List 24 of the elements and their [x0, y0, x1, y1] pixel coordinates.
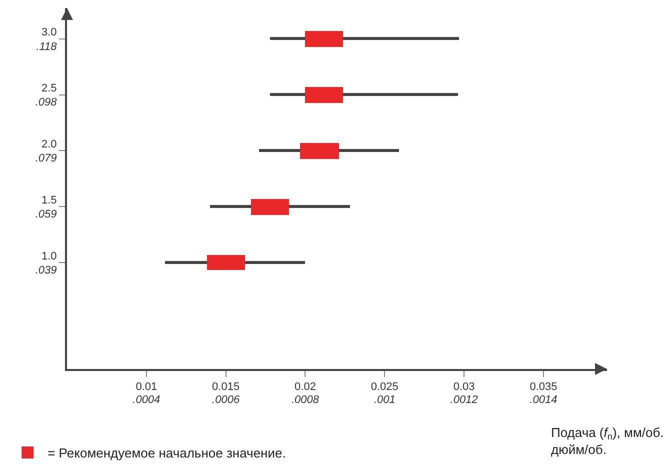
x2-tick-label: .001: [374, 394, 396, 406]
x-tick-label: 0.02: [294, 381, 316, 394]
bar: [305, 87, 343, 103]
x2-tick-label: .0004: [132, 394, 160, 406]
x-axis-title: Подача (f$_{n}$), мм/об. дюйм/об.: [551, 425, 664, 457]
x2-tick-label: .0008: [291, 394, 320, 406]
y-tick-label: 2.0 .079: [35, 138, 57, 165]
x2-tick-label: .0006: [212, 394, 240, 406]
y-tick-label: 3.0 .118: [36, 26, 58, 53]
x-tick-label: 0.025: [370, 381, 398, 394]
x-tick-label: 0.01: [136, 381, 158, 394]
x-tick-label: 0.03: [453, 381, 475, 394]
bar: [207, 255, 245, 270]
x-tick-label: 0.015: [212, 381, 240, 394]
bar: [305, 31, 343, 47]
y-tick-label: 1.5 .059: [35, 194, 57, 221]
bar: [300, 143, 339, 159]
x2-tick-label: .0012: [450, 394, 478, 406]
y-tick-label: 1.0 .039: [35, 250, 57, 277]
y-tick-label: 2.5 .098: [35, 82, 58, 109]
bar: [251, 199, 289, 215]
x2-tick-label: .0014: [530, 394, 558, 406]
x-tick-label: 0.035: [530, 381, 558, 394]
legend-label: = Рекомендуемое начальное значение.: [48, 446, 286, 461]
